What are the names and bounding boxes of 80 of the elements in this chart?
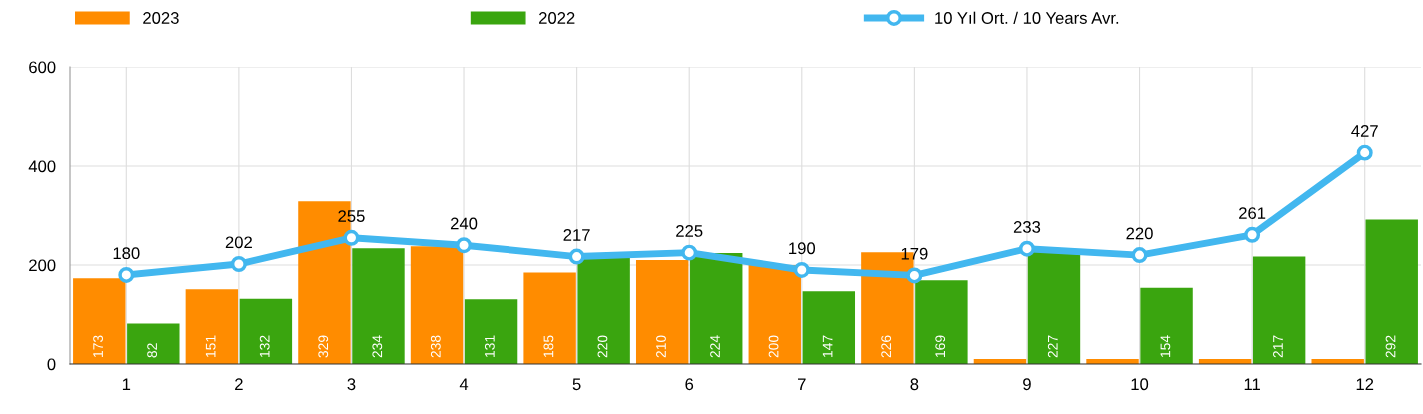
legend-label: 2022 [539, 12, 575, 24]
bar [915, 280, 968, 364]
bar [464, 299, 518, 364]
x-tick-label: 12 [1356, 378, 1374, 390]
data-label: 200 [768, 335, 779, 358]
bar [748, 265, 801, 364]
bar [523, 272, 576, 364]
bar [690, 253, 743, 364]
data-label: 180 [113, 247, 140, 260]
x-tick-label: 7 [798, 378, 806, 390]
point [906, 267, 923, 284]
x-tick-label: 4 [459, 378, 469, 390]
data-label: 225 [676, 225, 703, 237]
point [1131, 247, 1148, 264]
data-label: 217 [1273, 335, 1283, 358]
data-label: 185 [543, 335, 554, 357]
bar [577, 255, 630, 364]
data-label: 147 [822, 335, 833, 357]
bar [239, 298, 293, 364]
data-label: 169 [935, 335, 946, 357]
bar [185, 289, 239, 364]
x-tick-label: 8 [910, 378, 919, 391]
data-label: 220 [597, 335, 608, 358]
data-label: 217 [563, 228, 590, 241]
x-tick-label: 11 [1244, 378, 1260, 390]
data-label: 329 [318, 335, 329, 358]
data-label: 82 [147, 343, 158, 358]
data-label: 233 [1013, 221, 1041, 233]
point [343, 229, 360, 246]
data-label: 179 [901, 247, 928, 260]
x-tick-label: 9 [1023, 378, 1031, 391]
bar [1365, 219, 1418, 364]
data-label: 151 [205, 335, 216, 357]
data-label: 210 [656, 335, 666, 358]
point [681, 244, 698, 261]
data-label: 234 [372, 335, 383, 358]
data-label: 427 [1351, 125, 1378, 137]
bar [73, 278, 126, 364]
point [1356, 144, 1373, 161]
data-label: 227 [1047, 335, 1058, 358]
data-label: 131 [484, 335, 495, 357]
legend-label: 2023 [143, 12, 179, 24]
data-label: 226 [881, 335, 892, 358]
data-label: 238 [430, 335, 441, 358]
data-label: 173 [93, 335, 103, 357]
x-tick-label: 3 [347, 378, 356, 391]
point [1018, 240, 1035, 257]
data-label: 154 [1160, 335, 1171, 357]
legend-label: 10 Yıl Ort. / 10 Years Avr. [935, 11, 1119, 24]
data-label: 224 [710, 335, 720, 358]
y-tick-label: 600 [29, 61, 56, 74]
x-tick-label: 1 [122, 378, 131, 390]
bar [1027, 251, 1081, 364]
point [1244, 226, 1261, 243]
y-tick-label: 0 [47, 358, 56, 371]
point [230, 256, 247, 272]
y-tick-label: 400 [28, 160, 56, 173]
bar [1140, 287, 1193, 364]
point [568, 248, 585, 265]
y-tick-label: 200 [29, 259, 56, 272]
x-tick-label: 2 [235, 378, 243, 390]
data-label: 261 [1239, 207, 1266, 220]
bar [127, 323, 180, 364]
point [456, 237, 473, 254]
bar [410, 246, 464, 364]
bar [635, 260, 689, 364]
bar [1252, 256, 1306, 364]
x-tick-label: 10 [1131, 378, 1149, 391]
x-tick-label: 5 [572, 378, 581, 391]
data-label: 292 [1385, 335, 1396, 358]
x-tick-label: 6 [685, 378, 694, 391]
data-label: 132 [259, 335, 270, 357]
bar [352, 248, 405, 364]
data-label: 240 [450, 217, 478, 230]
point [118, 266, 135, 283]
point [793, 261, 810, 278]
data-label: 202 [225, 236, 252, 249]
data-label: 190 [789, 242, 816, 255]
data-label: 220 [1126, 227, 1153, 240]
bar [802, 291, 856, 364]
